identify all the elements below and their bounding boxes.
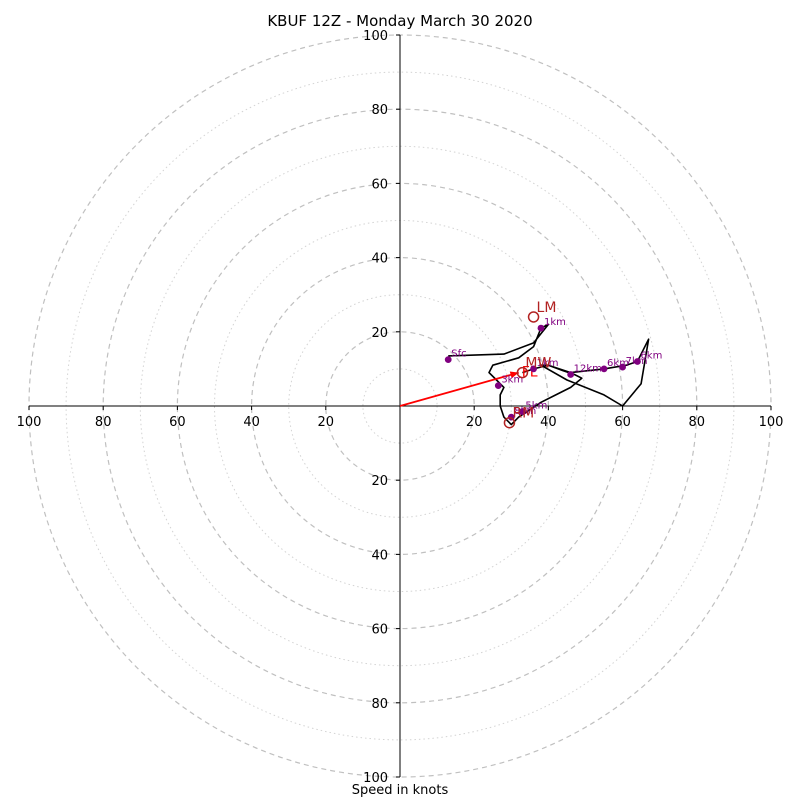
storm-motion-marker <box>503 416 516 429</box>
chart-title: KBUF 12Z - Monday March 30 2020 <box>267 12 533 30</box>
height-marker-label: 6km <box>640 350 662 361</box>
y-tick-label: 80 <box>371 103 388 118</box>
storm-motion-label: LM <box>537 300 557 316</box>
y-tick-label: 60 <box>371 177 388 192</box>
height-marker-dot <box>444 356 452 364</box>
x-tick-label: 80 <box>689 415 706 430</box>
height-marker-dot <box>567 371 575 378</box>
storm-motion-marker <box>516 366 529 379</box>
height-marker-dot <box>600 365 608 373</box>
height-marker-label: Sfc <box>451 349 466 360</box>
x-tick-label: 40 <box>540 415 557 430</box>
storm-motion-label: MW <box>525 356 551 372</box>
y-tick-label: 40 <box>371 252 388 267</box>
height-marker-label: 6km <box>607 358 629 369</box>
x-tick-label: 60 <box>169 415 186 430</box>
storm-motion-marker <box>527 311 540 323</box>
tick-labels: 100 80 60 40 20 20 40 60 80 100 100 80 60 40 20 20 40 60 8… <box>17 29 784 786</box>
x-tick-label: 100 <box>759 415 784 430</box>
y-tick-label: 80 <box>371 697 388 712</box>
x-tick-label: 20 <box>466 415 483 430</box>
height-marker-dot <box>619 363 626 371</box>
x-tick-label: 100 <box>17 415 42 430</box>
height-marker-label: 8km <box>514 406 536 417</box>
x-tick-label: 20 <box>318 415 335 430</box>
mean-wind-arrowhead <box>509 371 519 379</box>
height-markers: Sfc1km1km3km5km12km6km7km6km8km <box>444 317 662 421</box>
height-marker-label: 5km <box>525 401 547 412</box>
height-marker-dot <box>530 365 537 373</box>
y-tick-label: 60 <box>371 623 388 638</box>
y-tick-label: 40 <box>371 548 388 563</box>
storm-motion-label: RM <box>512 406 534 422</box>
height-marker-dot <box>519 408 526 415</box>
mean-wind-arrow <box>399 371 519 407</box>
y-tick-label: 100 <box>363 29 388 44</box>
x-tick-label: 60 <box>614 415 631 430</box>
y-tick-label: 100 <box>363 771 388 786</box>
height-marker-dot <box>494 382 502 389</box>
storm-motion-markers: LM RM MW <box>503 300 557 429</box>
y-tick-label: 20 <box>371 474 388 489</box>
x-axis-label: Speed in knots <box>351 783 449 798</box>
height-marker-dot <box>634 358 641 365</box>
height-marker-label: 3km <box>501 375 523 386</box>
height-marker-label: 12km <box>574 363 602 374</box>
x-tick-label: 80 <box>95 415 112 430</box>
y-tick-label: 20 <box>371 326 388 341</box>
height-marker-dot <box>537 324 545 332</box>
height-marker-label: 1km <box>537 358 559 369</box>
x-tick-label: 40 <box>243 415 260 430</box>
height-marker-label: 1km <box>544 317 566 328</box>
